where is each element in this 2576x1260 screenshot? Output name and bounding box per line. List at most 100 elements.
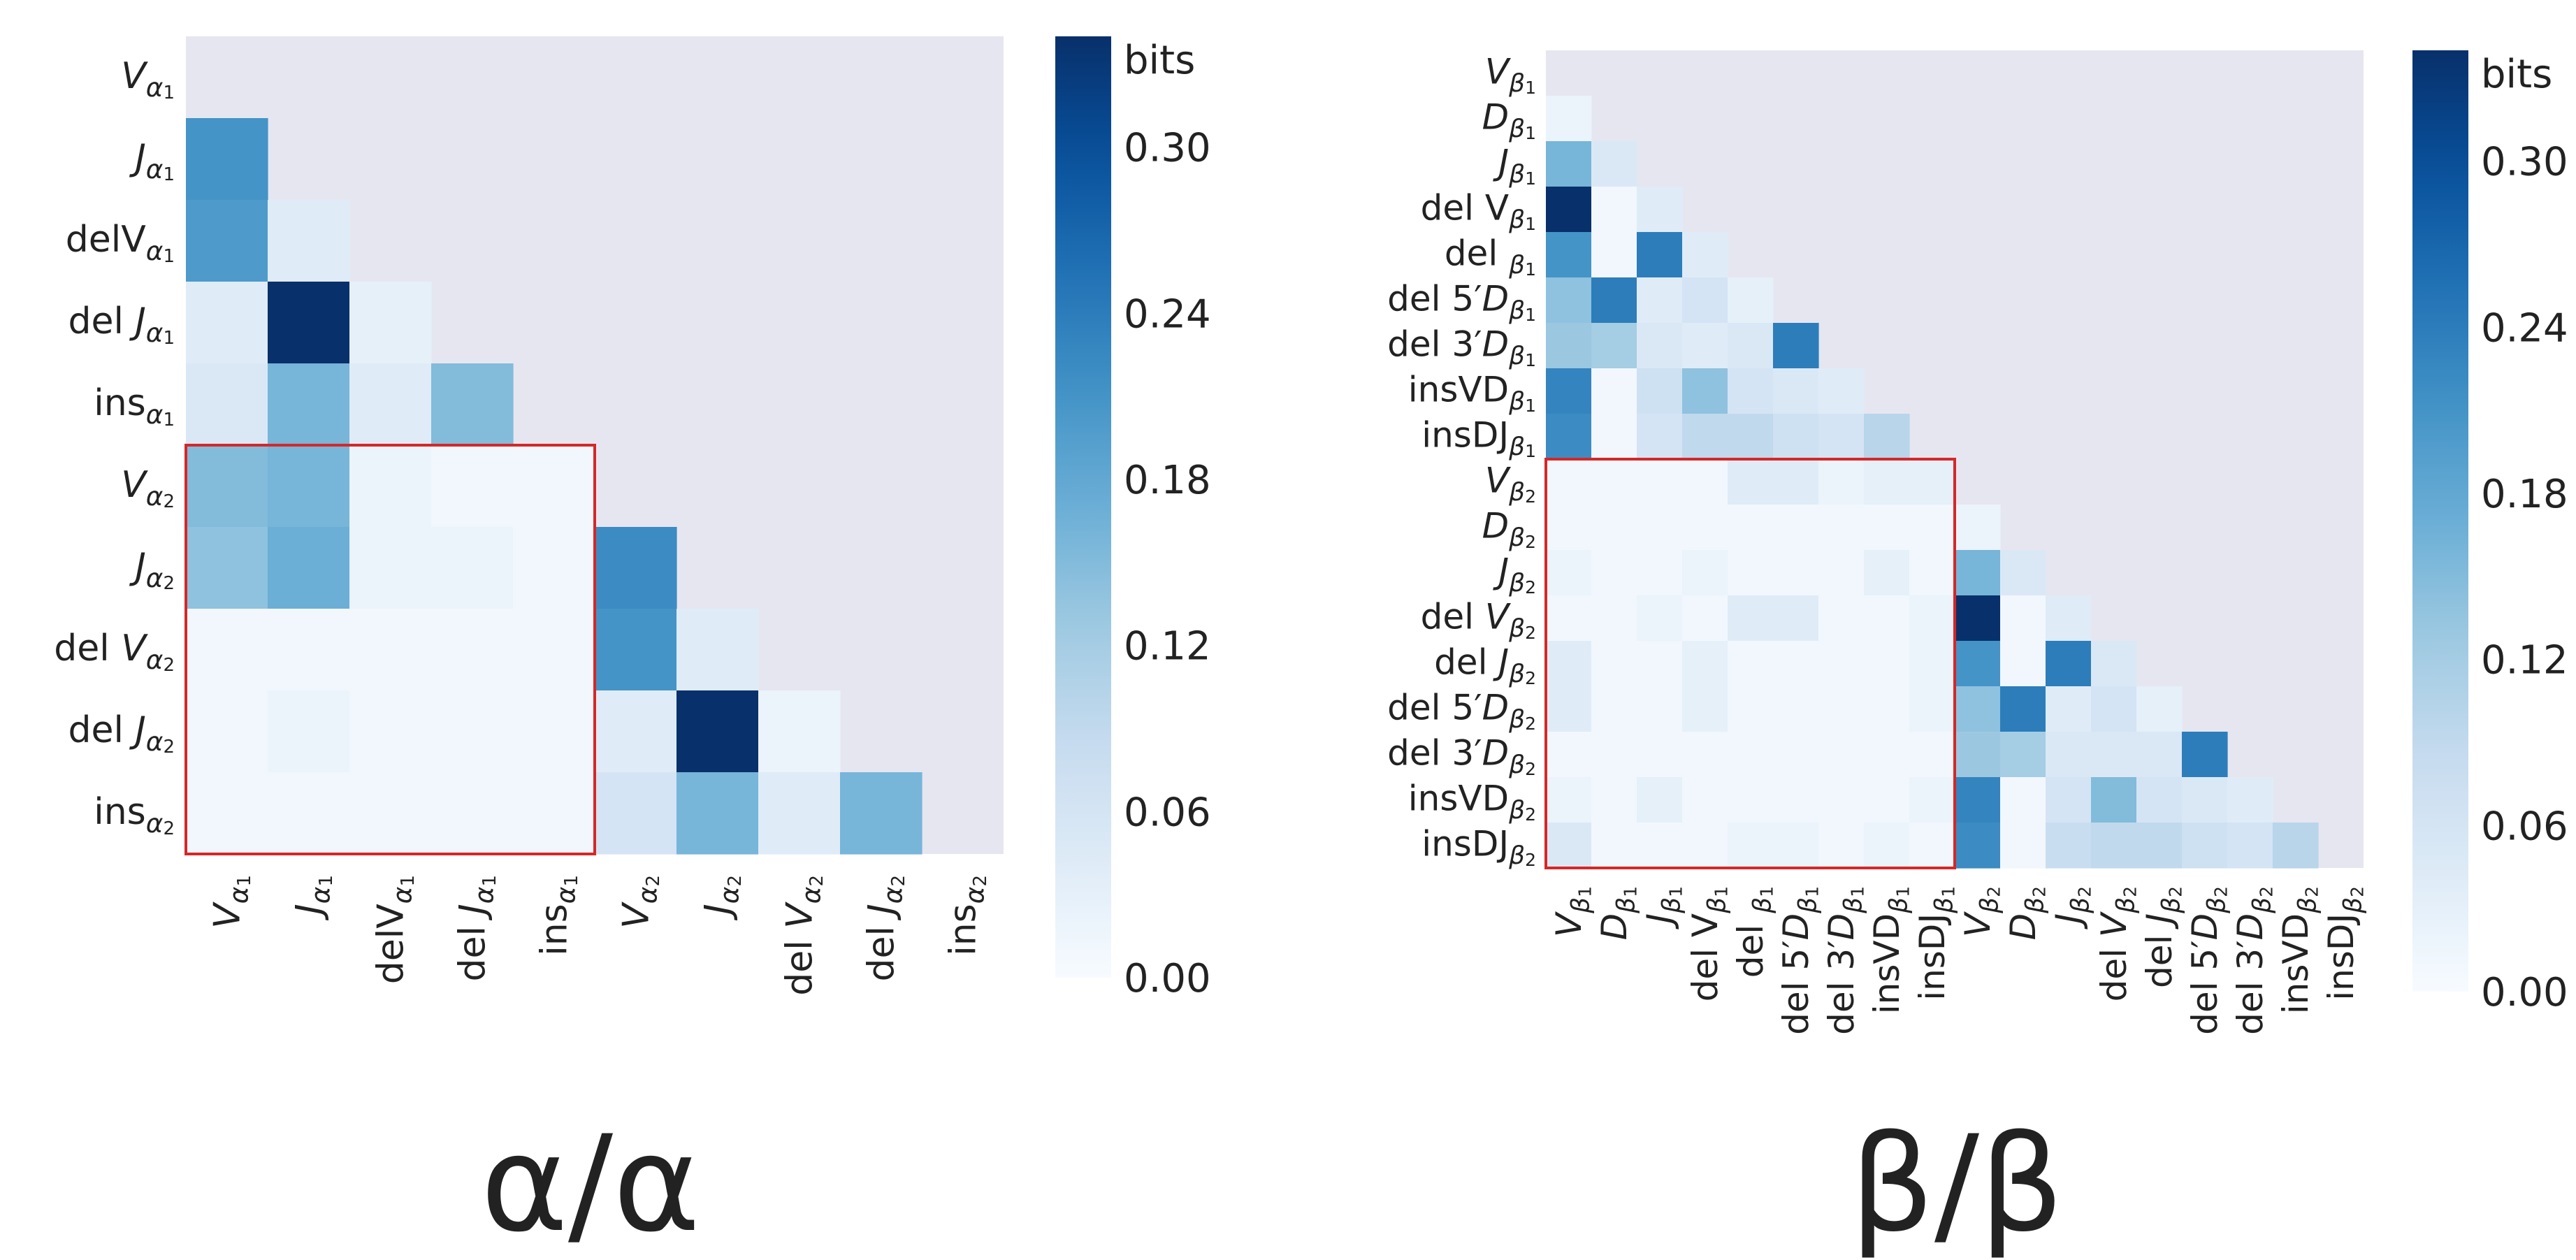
label-base: del V: [1685, 913, 1725, 1002]
heatmap-cell: [758, 772, 841, 855]
heatmap-cell: [2000, 732, 2046, 778]
label-subscript: β: [1508, 841, 1525, 870]
label-subscript-index: 2: [888, 875, 909, 887]
heatmap-cell: [1682, 732, 1728, 778]
heatmap-cell: [1591, 550, 1637, 596]
label-base: del 3′: [1387, 324, 1482, 365]
heatmap-cell: [2091, 823, 2137, 869]
column-tick-label: insα2: [943, 875, 991, 956]
heatmap-cell: [1728, 368, 1774, 414]
label-subscript-index: 2: [1984, 886, 2004, 897]
label-subscript-index: 1: [1939, 886, 1959, 897]
label-subscript: β: [1508, 342, 1525, 370]
heatmap-cell: [1591, 323, 1637, 369]
heatmap-cell: [1909, 550, 1955, 596]
heatmap-cell: [1546, 550, 1592, 596]
heatmap-cell: [349, 445, 432, 528]
colorbar-tick-label: 0.30: [1124, 126, 1211, 171]
heatmap-cell: [1546, 823, 1592, 869]
row-tick-label: Dβ2: [1482, 506, 1536, 553]
heatmap-cell: [431, 527, 514, 609]
heatmap-cell: [1637, 459, 1683, 505]
heatmap-cell: [1682, 823, 1728, 869]
heatmap-cell: [431, 772, 514, 855]
row-tick-label: del Vβ2: [1421, 597, 1536, 644]
colorbar-tick-label: 0.24: [1124, 291, 1211, 337]
heatmap-cell: [186, 609, 268, 691]
heatmap-cell: [1546, 777, 1592, 823]
heatmap-cell: [1591, 277, 1637, 324]
label-subscript: β: [1508, 569, 1525, 598]
label-base: D: [1482, 506, 1510, 546]
label-subscript: β: [1839, 897, 1868, 914]
heatmap-cell: [268, 690, 350, 773]
heatmap-cell: [1682, 550, 1728, 596]
heatmap-cell: [676, 609, 759, 691]
heatmap-cell: [186, 282, 268, 364]
heatmap-cell: [2046, 732, 2092, 778]
label-subscript-index: 2: [1525, 850, 1536, 870]
column-tick-label: del β1: [1730, 886, 1777, 978]
label-subscript-index: 2: [970, 875, 991, 887]
heatmap-cell: [1728, 595, 1774, 642]
heatmap-cell: [186, 772, 268, 855]
heatmap-cell: [268, 527, 350, 609]
label-base: del 5′: [1776, 940, 1816, 1034]
heatmap-cell: [1546, 187, 1592, 233]
heatmap-cell: [513, 772, 595, 855]
label-subscript: β: [1567, 897, 1595, 914]
heatmap-cell: [1818, 550, 1865, 596]
label-subscript-index: 1: [1848, 886, 1868, 897]
column-tick-label: del 5′Dβ1: [1776, 886, 1823, 1035]
heatmap-cell: [1773, 368, 1819, 414]
heatmap-cell: [1546, 732, 1592, 778]
label-base: V: [1485, 52, 1512, 92]
label-subscript: α: [146, 644, 164, 675]
heatmap-cell: [2091, 732, 2137, 778]
label-subscript-index: 2: [2075, 886, 2095, 897]
heatmap-cell: [1773, 686, 1819, 732]
label-base: V: [121, 55, 148, 97]
label-subscript: β: [2112, 897, 2141, 914]
label-subscript-index: 2: [163, 573, 175, 594]
label-subscript: β: [1508, 69, 1525, 98]
heatmap-cell: [758, 690, 841, 773]
label-subscript: α: [305, 886, 336, 904]
heatmap-cell: [1591, 732, 1637, 778]
label-base: delV: [370, 904, 412, 984]
heatmap-cell: [1864, 777, 1910, 823]
heatmap-cell: [1546, 641, 1592, 687]
highlight-box: [1544, 458, 1956, 869]
heatmap-cell: [186, 527, 268, 609]
heatmap-cell: [1637, 595, 1683, 642]
row-tick-label: Vα2: [121, 464, 175, 512]
heatmap-cell: [186, 363, 268, 446]
heatmap-cell: [1909, 823, 1955, 869]
heatmap-cell: [2000, 777, 2046, 823]
row-tick-label: insα2: [94, 791, 175, 839]
panel-title-alpha: α/α: [481, 1107, 701, 1260]
heatmap-cell: [2091, 777, 2137, 823]
row-tick-label: del 3′Dβ2: [1387, 733, 1536, 780]
label-subscript-index: 2: [1525, 623, 1536, 643]
heatmap-cell: [1818, 459, 1865, 505]
heatmap-cell: [1909, 777, 1955, 823]
label-subscript-index: 1: [398, 875, 419, 887]
heatmap-cell: [1955, 550, 2001, 596]
row-tick-label: insDJβ2: [1421, 824, 1536, 871]
heatmap-cell: [513, 609, 595, 691]
label-subscript: β: [1508, 478, 1525, 507]
heatmap-cell: [1682, 459, 1728, 505]
label-subscript: β: [2294, 897, 2322, 914]
label-subscript: α: [146, 726, 164, 757]
heatmap-cell: [595, 609, 677, 691]
heatmap-cell: [1728, 550, 1774, 596]
label-base: del: [1421, 597, 1485, 637]
label-base: ins: [94, 791, 146, 833]
heatmap-cell: [2136, 732, 2183, 778]
label-italic: V: [121, 628, 148, 669]
heatmap-cell: [1818, 414, 1865, 460]
label-subscript-index: 1: [163, 410, 175, 430]
column-tick-label: del Vα2: [779, 875, 827, 996]
heatmap-cell: [595, 690, 677, 773]
